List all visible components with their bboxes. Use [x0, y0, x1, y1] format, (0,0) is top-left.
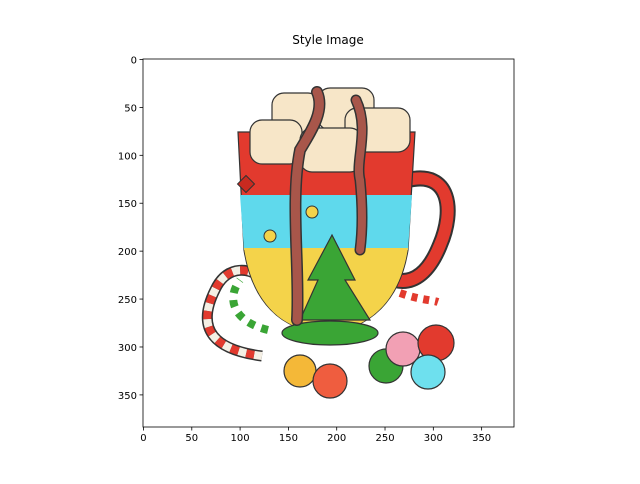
- candy-cane-stripes: [203, 266, 265, 360]
- candy-cane: [203, 266, 265, 360]
- image: [143, 59, 514, 427]
- x-tick-label: 0: [140, 433, 146, 444]
- candy: [283, 354, 317, 388]
- y-tick-label: 0: [131, 55, 137, 66]
- x-tick-label: 150: [279, 433, 298, 444]
- y-tick-label: 50: [124, 103, 137, 114]
- chart-title: Style Image: [292, 33, 364, 47]
- x-tick-label: 50: [185, 433, 198, 444]
- star: [263, 229, 277, 243]
- candy-cane-right: [398, 289, 440, 306]
- tree: [299, 233, 372, 321]
- y-tick-label: 250: [118, 295, 137, 306]
- ornament: [236, 174, 256, 194]
- mug-cyan-band: [240, 195, 412, 250]
- y-tick-label: 350: [118, 391, 137, 402]
- x-tick-label: 350: [472, 433, 491, 444]
- tree-base: [281, 320, 379, 346]
- axes-frame: [142, 58, 515, 428]
- candy: [312, 363, 348, 399]
- candy: [410, 354, 446, 390]
- x-tick-label: 250: [375, 433, 394, 444]
- y-tick-label: 300: [118, 343, 137, 354]
- x-tick-label: 300: [424, 433, 443, 444]
- y-tick-label: 150: [118, 199, 137, 210]
- x-tick-label: 100: [231, 433, 250, 444]
- y-tick-label: 200: [118, 247, 137, 258]
- x-tick-label: 200: [327, 433, 346, 444]
- mug-handle: [393, 172, 454, 287]
- drip: [290, 87, 324, 325]
- star: [305, 205, 319, 219]
- drip: [352, 96, 367, 254]
- y-tick-label: 100: [118, 151, 137, 162]
